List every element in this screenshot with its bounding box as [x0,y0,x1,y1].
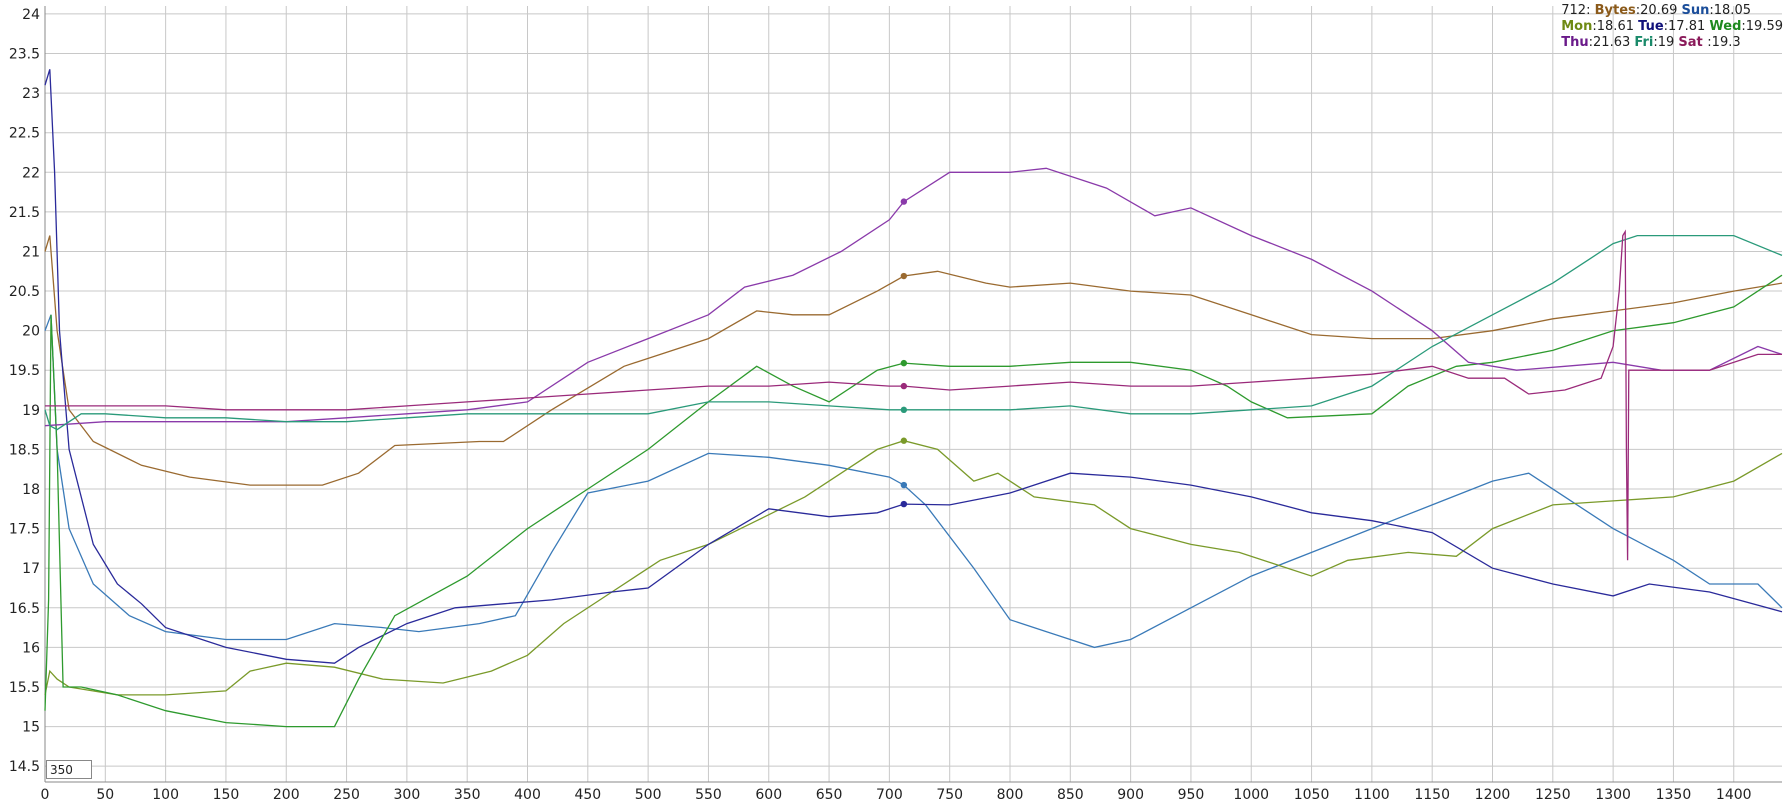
legend: 712: Bytes:20.69 Sun:18.05 Mon:18.61 Tue… [1561,3,1783,51]
x-tick-label-600: 600 [755,787,782,803]
legend-value-tue: 17.81 [1668,19,1706,34]
x-tick-label-300: 300 [394,787,421,803]
x-tick-label-650: 650 [816,787,843,803]
x-tick-label-450: 450 [574,787,601,803]
y-tick-label-15.5: 15.5 [9,680,40,696]
cursor-point-fri [900,406,908,414]
legend-name-wed: Wed [1709,19,1742,34]
x-tick-label-1250: 1250 [1535,787,1571,803]
window-size-input[interactable]: 350 [46,760,92,779]
x-tick-label-200: 200 [273,787,300,803]
x-tick-label-50: 50 [96,787,114,803]
legend-value-bytes: 20.69 [1640,3,1678,18]
x-tick-label-550: 550 [695,787,722,803]
series-line-wed [44,274,1783,728]
cursor-point-tue [900,500,908,508]
cursor-point-mon [900,437,908,444]
legend-name-sun: Sun [1681,3,1710,18]
series-line-mon [44,440,1783,696]
y-tick-label-23: 23 [22,86,40,102]
cursor-point-sat [900,382,908,390]
y-tick-label-24: 24 [22,7,40,23]
y-tick-label-14.5: 14.5 [9,759,40,775]
cursor-markers [900,198,908,508]
y-tick-label-22.5: 22.5 [9,126,40,142]
series-line-bytes [44,235,1783,486]
x-tick-label-150: 150 [213,787,240,803]
y-tick-label-21: 21 [22,244,40,260]
legend-index: 712 [1561,3,1587,18]
legend-value-thu: 21.63 [1593,35,1631,50]
legend-row-3: Thu:21.63 Fri:19 Sat :19.3 [1561,35,1741,50]
legend-value-wed: 19.59 [1745,19,1783,34]
y-tick-label-17.5: 17.5 [9,522,40,538]
legend-row-2: Mon:18.61 Tue:17.81 Wed:19.59 [1561,19,1783,34]
x-tick-label-1300: 1300 [1595,787,1631,803]
legend-name-tue: Tue [1638,19,1664,34]
y-tick-label-19: 19 [22,403,40,419]
series-line-tue [44,69,1783,664]
y-tick-label-20: 20 [22,324,40,340]
chart-axes: 0 50 100 150 200 250 300 350 400 450 500 550 600 650 7… [9,6,1782,803]
y-tick-label-19.5: 19.5 [9,363,40,379]
x-tick-label-250: 250 [333,787,360,803]
x-tick-label-500: 500 [635,787,662,803]
y-tick-label-21.5: 21.5 [9,205,40,221]
legend-value-sat: 19.3 [1711,35,1741,50]
y-tick-label-23.5: 23.5 [9,47,40,63]
y-tick-label-22: 22 [22,165,40,181]
series-line-thu [44,167,1783,427]
x-tick-label-750: 750 [936,787,963,803]
x-tick-label-1200: 1200 [1475,787,1511,803]
x-tick-label-1050: 1050 [1294,787,1330,803]
legend-name-fri: Fri [1634,35,1654,50]
cursor-point-wed [900,359,908,367]
x-tick-label-1150: 1150 [1414,787,1450,803]
series-line-fri [44,234,1783,431]
x-tick-label-800: 800 [997,787,1024,803]
cursor-point-sun [900,481,908,489]
chart-series [44,69,1783,728]
legend-value-mon: 18.61 [1596,19,1634,34]
y-tick-label-18: 18 [22,482,40,498]
y-tick-label-20.5: 20.5 [9,284,40,300]
series-line-sun [44,314,1783,649]
x-tick-label-100: 100 [152,787,179,803]
cursor-point-bytes [900,272,908,280]
x-tick-label-1400: 1400 [1716,787,1752,803]
legend-name-mon: Mon [1561,19,1593,34]
y-tick-label-18.5: 18.5 [9,442,40,458]
legend-name-bytes: Bytes [1594,3,1636,18]
x-tick-label-350: 350 [454,787,481,803]
x-tick-label-400: 400 [514,787,541,803]
y-tick-label-15: 15 [22,720,40,736]
legend-value-fri: 19 [1657,35,1675,50]
y-tick-label-16: 16 [22,640,40,656]
y-tick-label-17: 17 [22,561,40,577]
x-tick-label-1350: 1350 [1656,787,1692,803]
legend-row-1: 712: Bytes:20.69 Sun:18.05 [1561,3,1751,18]
cursor-point-thu [900,198,908,205]
x-tick-label-1000: 1000 [1233,787,1269,803]
x-tick-label-1100: 1100 [1354,787,1390,803]
legend-name-thu: Thu [1561,35,1589,50]
chart-grid [44,6,1782,782]
x-tick-label-950: 950 [1178,787,1205,803]
x-tick-label-700: 700 [876,787,903,803]
legend-name-sat: Sat [1678,35,1708,50]
x-tick-label-900: 900 [1117,787,1144,803]
y-tick-label-16.5: 16.5 [9,601,40,617]
legend-value-sun: 18.05 [1713,3,1751,18]
x-tick-label-0: 0 [41,787,50,803]
series-line-sat [45,229,1782,561]
x-tick-label-850: 850 [1057,787,1084,803]
